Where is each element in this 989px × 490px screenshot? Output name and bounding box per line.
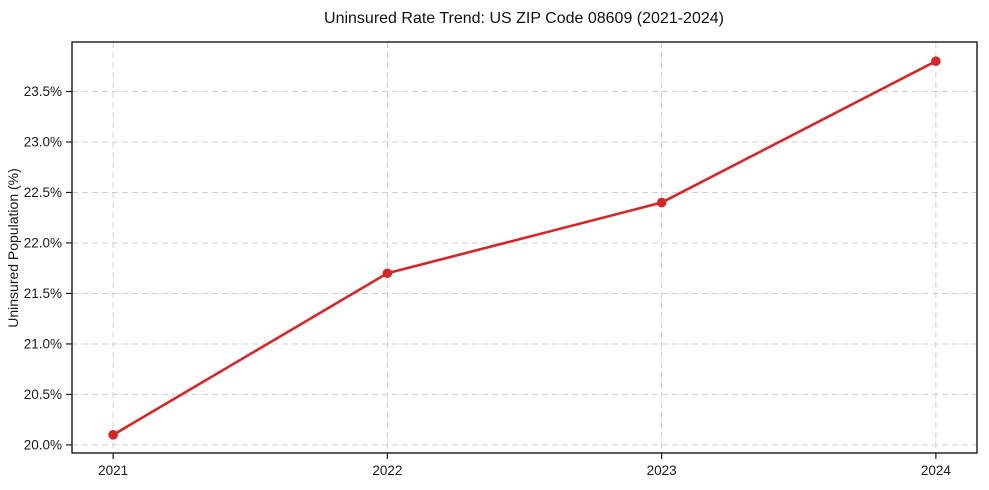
- y-tick-label: 21.0%: [24, 337, 62, 352]
- y-tick-label: 23.5%: [24, 84, 62, 99]
- data-point-marker: [656, 197, 667, 208]
- chart-title: Uninsured Rate Trend: US ZIP Code 08609 …: [324, 10, 724, 27]
- x-tick-label: 2022: [372, 463, 402, 478]
- plot-border: [71, 41, 978, 454]
- y-tick-label: 22.0%: [24, 236, 62, 251]
- y-axis-label: Uninsured Population (%): [5, 168, 21, 328]
- x-tick-label: 2021: [98, 463, 128, 478]
- y-tick-label: 20.5%: [24, 387, 62, 402]
- data-point-marker: [108, 430, 118, 440]
- x-tick-label: 2023: [647, 463, 677, 478]
- trend-line: [111, 59, 938, 437]
- plot-area: 20.0% 20.5% 21.0% 21.5% 22.0% 22.5% 23.0% 23.5%…: [24, 41, 978, 478]
- data-point-marker: [931, 56, 941, 66]
- x-tick-label: 2024: [921, 463, 952, 478]
- y-tick-label: 20.0%: [24, 438, 62, 453]
- y-tick-label: 21.5%: [24, 286, 62, 301]
- y-tick-label: 22.5%: [24, 185, 62, 200]
- data-point-marker: [382, 268, 393, 279]
- y-tick-label: 23.0%: [24, 135, 62, 150]
